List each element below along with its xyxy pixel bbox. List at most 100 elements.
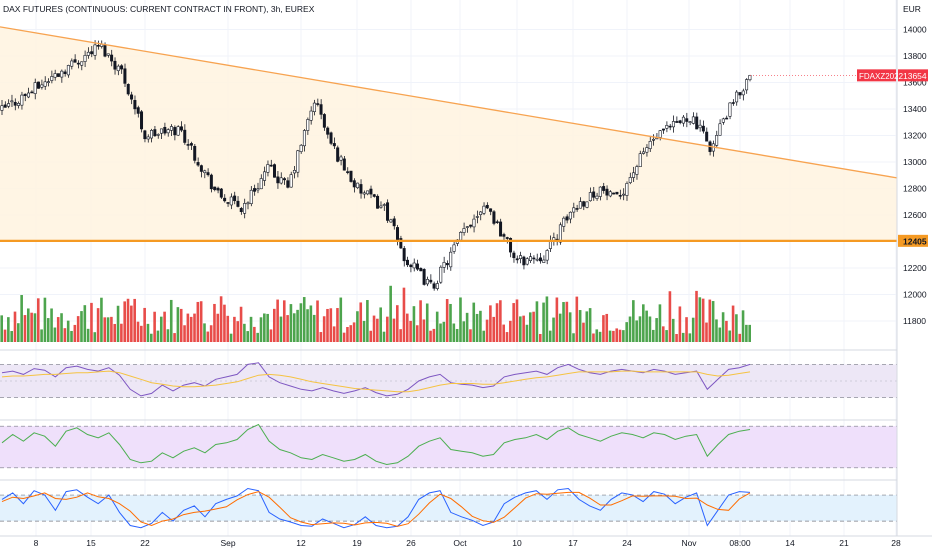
candle-body [642, 151, 646, 154]
candle-body [618, 194, 622, 197]
volume-bar [246, 331, 250, 342]
volume-bar [146, 323, 150, 342]
price-tick-label: 12200 [903, 263, 927, 273]
candle-body [246, 202, 250, 205]
volume-bar [439, 323, 442, 342]
candle-body [705, 131, 709, 142]
candle-body [535, 258, 539, 261]
candle-body [425, 279, 429, 285]
support-badge-label: 12405 [903, 236, 927, 246]
candle-body [73, 59, 77, 63]
candle-body [299, 144, 303, 152]
candle-body [159, 128, 163, 134]
volume-bar [249, 316, 253, 342]
candle-body [528, 256, 532, 261]
volume-bar [705, 322, 708, 342]
volume-bar [336, 308, 339, 342]
candle-body [675, 121, 679, 123]
candle-body [685, 118, 689, 122]
volume-bar [648, 316, 652, 342]
candle-body [352, 180, 356, 188]
volume-bar [651, 329, 655, 342]
candle-body [505, 237, 509, 239]
time-tick-label: 28 [891, 538, 901, 548]
volume-bar [140, 325, 143, 342]
volume-bar [349, 325, 353, 342]
candle-body [196, 162, 200, 166]
volume-bar [96, 308, 100, 342]
volume-bar [53, 327, 57, 342]
volume-bar [718, 327, 722, 342]
volume-bar [399, 329, 402, 342]
candle-body [133, 100, 137, 110]
candle-body [66, 65, 70, 76]
candle-body [229, 196, 233, 206]
candle-body [213, 186, 217, 190]
candle-body [748, 75, 752, 81]
volume-bar [386, 316, 389, 342]
candle-body [502, 234, 506, 237]
candle-body [715, 135, 719, 146]
volume-bar [725, 320, 728, 342]
candle-body [671, 121, 675, 128]
volume-bar [86, 328, 90, 342]
candle-body [515, 258, 519, 261]
volume-bar [26, 308, 30, 342]
candle-body [166, 129, 170, 134]
candle-body [319, 104, 323, 115]
volume-bar [123, 301, 127, 342]
volume-bar [269, 329, 273, 342]
oscillator-panel: 40.0080.00 [0, 419, 932, 469]
volume-bar [326, 308, 329, 342]
volume-bar [585, 311, 589, 342]
candle-body [575, 208, 579, 210]
volume-bar [352, 322, 356, 342]
volume-bar [156, 330, 160, 342]
volume-bar [592, 333, 595, 342]
volume-bar [665, 330, 668, 342]
volume-bar [519, 316, 522, 342]
volume-bar [642, 304, 645, 342]
candle-body [17, 103, 21, 106]
candle-body [90, 51, 94, 55]
volume-bar [445, 299, 449, 342]
candle-body [422, 269, 426, 285]
candle-body [409, 264, 413, 268]
candle-body [189, 143, 193, 146]
candle-body [522, 256, 526, 266]
candle-body [226, 202, 230, 204]
volume-bar [276, 299, 279, 342]
candle-body [349, 170, 353, 182]
candle-body [326, 127, 330, 135]
volume-bar [485, 319, 489, 342]
volume-bar [449, 303, 452, 342]
volume-bar [435, 311, 439, 342]
volume-bar [329, 308, 333, 342]
volume-bar [100, 297, 103, 342]
time-tick-label: 10 [512, 538, 522, 548]
volume-bar [625, 322, 628, 342]
volume-bar [196, 301, 200, 342]
candle-body [40, 84, 44, 88]
volume-bar [302, 297, 306, 342]
volume-bar [482, 330, 486, 342]
rsi-panel-series-2 [1, 370, 751, 393]
volume-bar [605, 313, 609, 342]
candle-body [30, 91, 34, 94]
candle-body [645, 147, 649, 153]
volume-bar [562, 302, 565, 342]
volume-bar [462, 321, 466, 342]
volume-bar [558, 313, 562, 342]
candle-body [356, 182, 360, 189]
candle-body [263, 171, 267, 181]
candle-body [625, 183, 629, 196]
volume-bar [226, 315, 230, 342]
candle-body [429, 279, 433, 283]
oscillator-panel-series-1 [1, 423, 751, 466]
candle-body [588, 192, 592, 202]
candle-body [53, 73, 57, 78]
candle-body [193, 145, 197, 161]
volume-bar [459, 297, 462, 342]
candle-body [372, 194, 376, 197]
